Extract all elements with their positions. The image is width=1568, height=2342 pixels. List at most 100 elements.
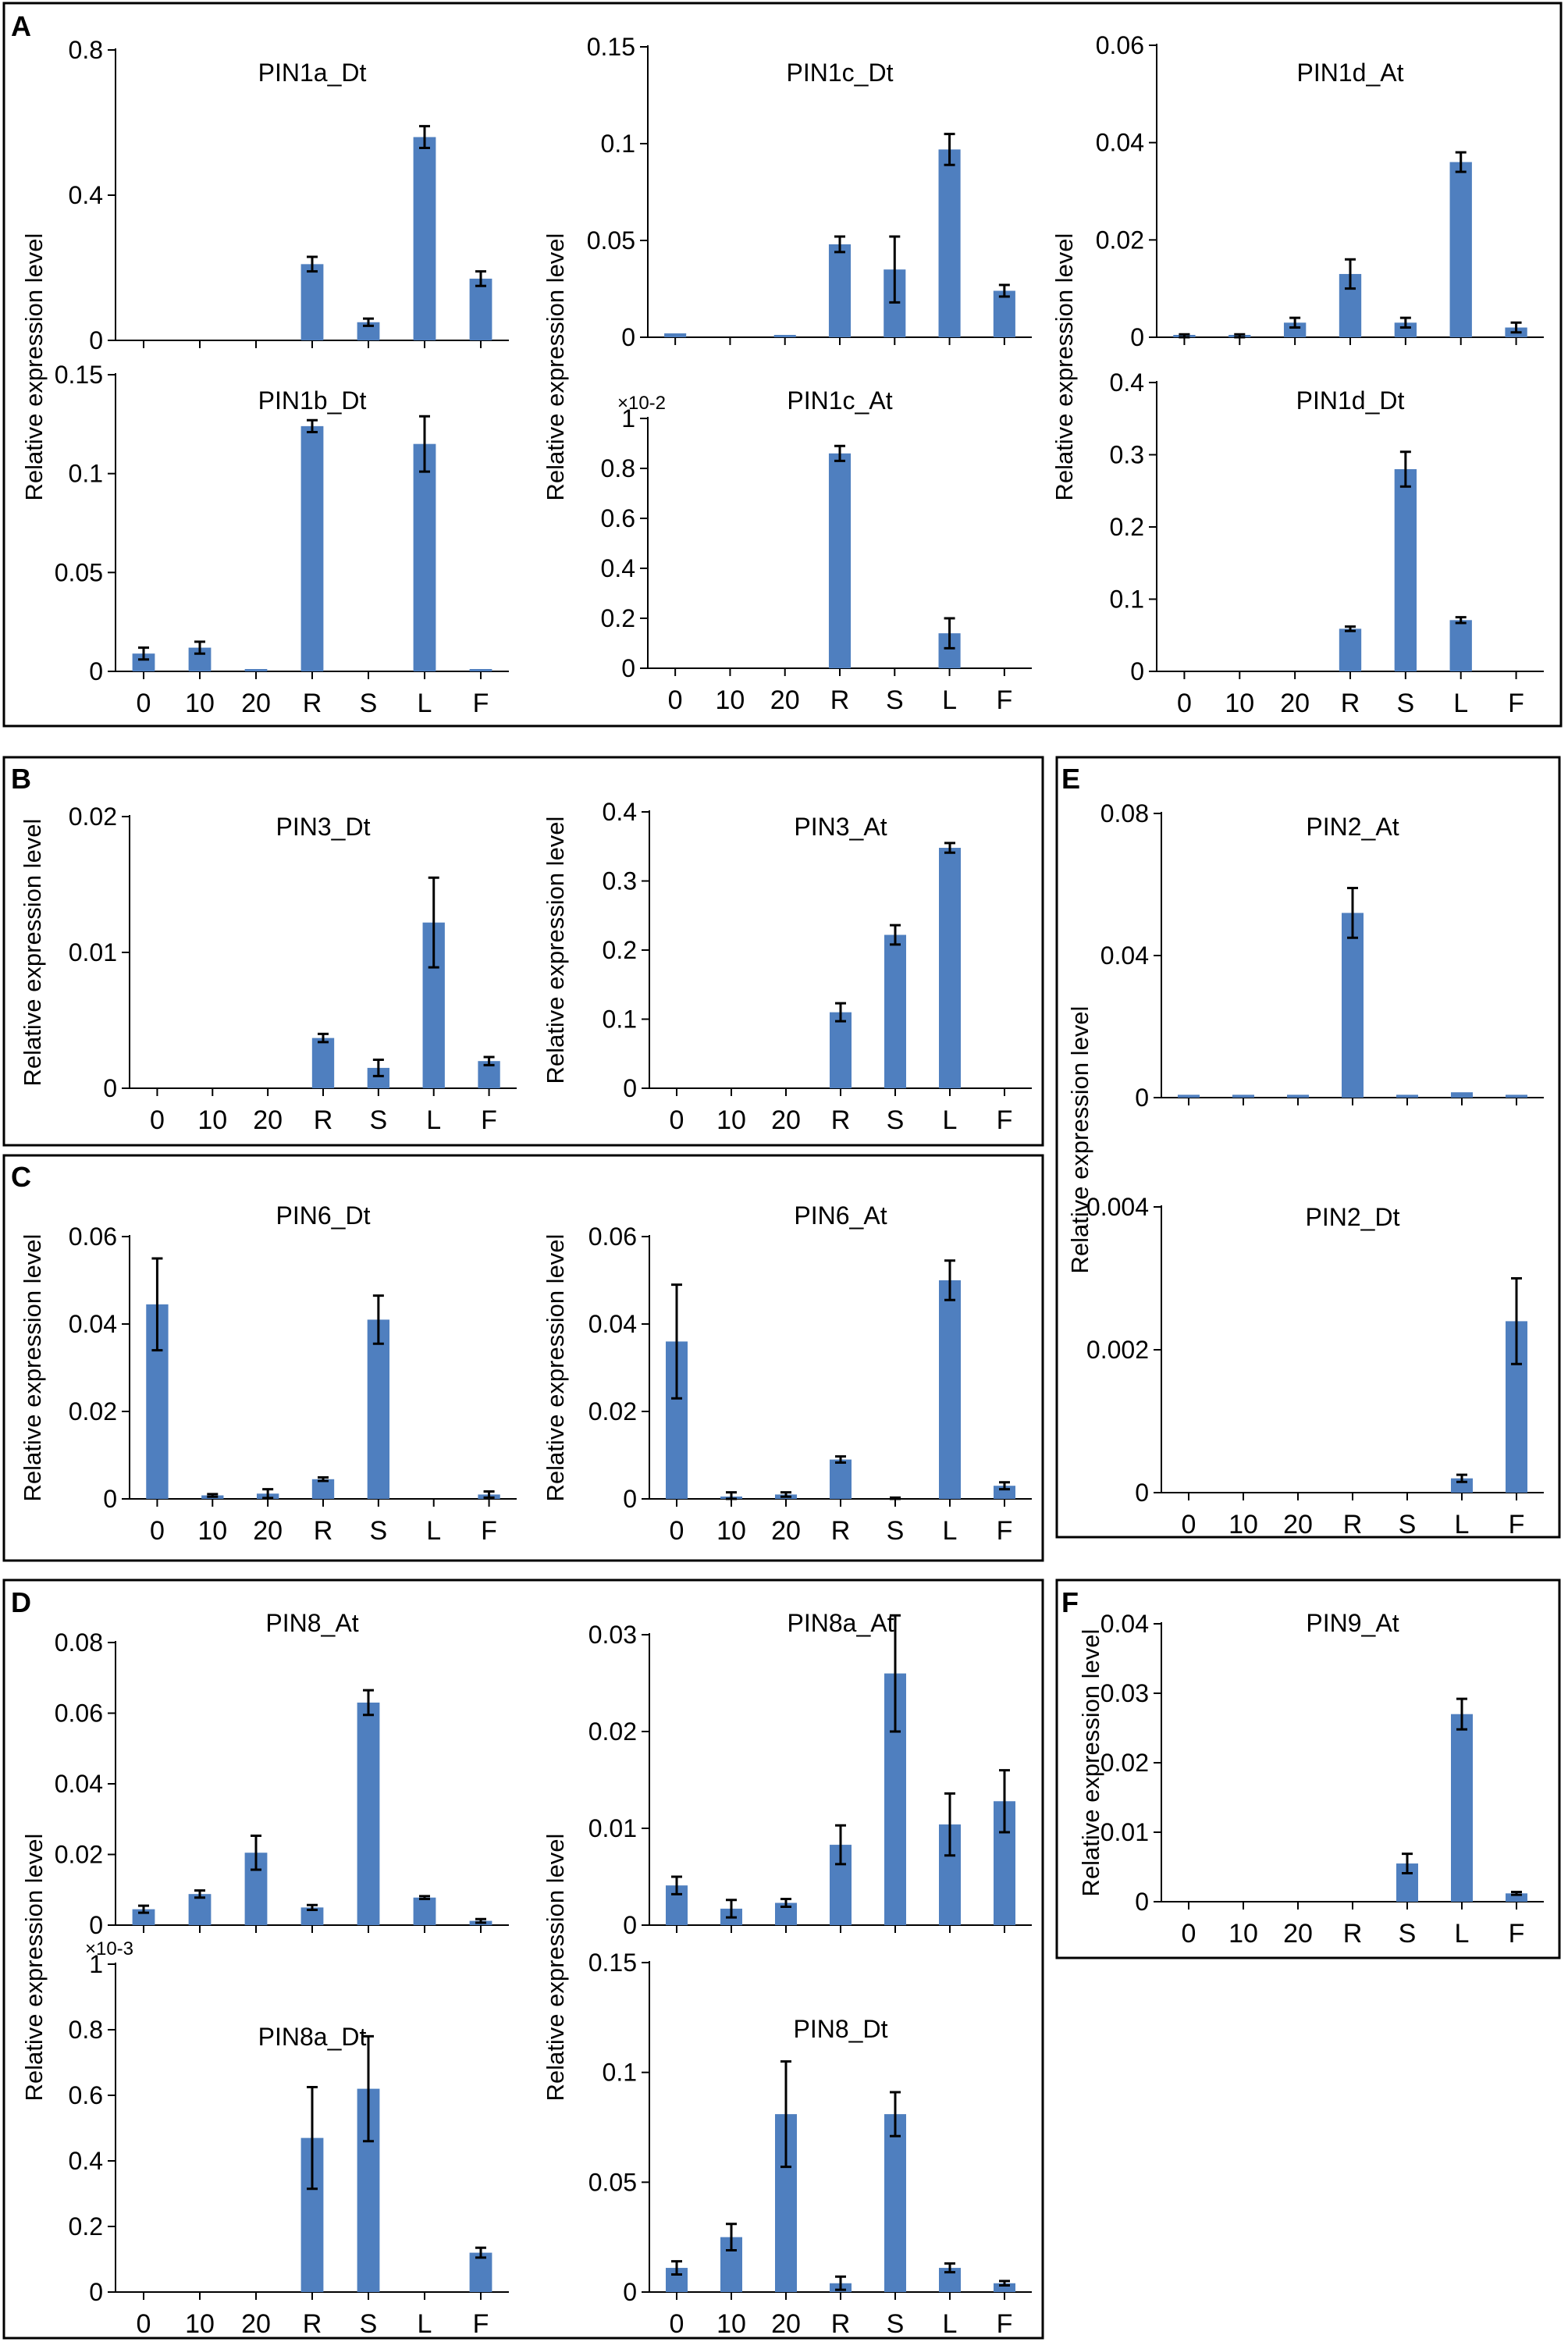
pin9-at-bar-l: [1451, 1714, 1473, 1902]
panel-e-ylabel: Relative expression level: [1066, 1006, 1093, 1274]
pin3-dt-xtick-label: 0: [150, 1105, 165, 1135]
pin6-dt-error-bar-s: [372, 1294, 384, 1345]
pin1d-dt-bar-l: [1449, 620, 1472, 671]
chart-pin2-dt: 0 0.002 0.004 PIN2_Dt 0 10 20 R S L F: [1086, 1193, 1544, 1539]
pin1a-dt-ytick-label: 0.4: [69, 181, 103, 209]
pin1c-at-ytick-label: 0.4: [601, 554, 635, 582]
pin6-dt-ylabel: Relative expression level: [19, 1234, 46, 1502]
pin1d-at-bar-20: [1283, 322, 1307, 337]
pin3-at-error-bar-r: [835, 1002, 846, 1023]
pin9-at-xtick-label: S: [1399, 1919, 1417, 1949]
pin1d-at-error-bar-l: [1455, 151, 1467, 173]
pin3-at-xtick-label: 10: [716, 1105, 746, 1135]
chart-pin1b-dt: 0 0.05 0.1 0.15 PIN1b_Dt 0 10 20 R S L F: [55, 361, 509, 718]
pin8a-dt-ytick-label: 0.8: [69, 2016, 103, 2044]
pin8-at-bar-0: [132, 1909, 155, 1925]
pin3-dt-error-bar-f: [483, 1055, 495, 1066]
pin8-at-error-bar-0: [138, 1904, 149, 1914]
pin6-dt-error-bar-r: [318, 1476, 329, 1482]
pin2-at-ytick-label: 0.08: [1100, 799, 1149, 828]
pin6-at-error-bar-20: [780, 1491, 791, 1498]
pin6-dt-xtick-label: 0: [150, 1516, 165, 1546]
pin8a-dt-xtick-label: R: [303, 2309, 322, 2339]
pin9-at-xtick-label: L: [1455, 1919, 1470, 1949]
pin8-dt-error-bar-10: [726, 2223, 737, 2252]
pin8-at-ytick-label: 0.06: [55, 1700, 103, 1728]
pin1c-at-ytick-label: 0.8: [601, 454, 635, 482]
panel-a-col2-ylabel: Relative expression level: [542, 233, 569, 501]
pin1a-dt-bar-s: [357, 322, 380, 340]
pin6-at-xtick-label: L: [943, 1516, 958, 1546]
pin1c-dt-ytick-label: 0.15: [587, 33, 635, 61]
pin8-at-error-bar-f: [475, 1917, 486, 1924]
pin8-at-bar-l: [413, 1897, 436, 1925]
pin3-at-title: PIN3_At: [794, 813, 887, 841]
pin3-at-xtick-label: R: [831, 1105, 851, 1135]
pin3-at-bar-r: [830, 1012, 852, 1088]
pin8a-dt-ytick-label: 0.2: [69, 2212, 103, 2241]
pin3-dt-error-bar-s: [372, 1058, 384, 1077]
pin1c-at-error-bar-l: [944, 617, 955, 650]
pin6-dt-error-bar-20: [262, 1488, 274, 1500]
pin1a-dt-bar-f: [469, 278, 492, 340]
pin8a-dt-ytick-label: 1: [89, 1950, 103, 1978]
panel-label-b: B: [11, 763, 31, 795]
pin6-at-xtick-label: 10: [716, 1516, 746, 1546]
pin6-dt-bar-s: [367, 1319, 390, 1499]
pin1d-dt-xtick-label: R: [1341, 689, 1360, 718]
pin6-at-error-bar-f: [999, 1481, 1010, 1491]
pin1d-dt-ytick-label: 0.3: [1110, 441, 1144, 469]
pin2-at-title: PIN2_At: [1306, 813, 1399, 841]
pin1c-dt-bar-20: [773, 335, 796, 337]
pin8-dt-error-bar-0: [671, 2260, 682, 2276]
pin8a-dt-xtick-label: 20: [241, 2309, 271, 2339]
pin2-at-ytick-label: 0: [1135, 1084, 1149, 1112]
pin1b-dt-ytick-label: 0.1: [69, 460, 103, 488]
pin1c-at-error-bar-r: [834, 444, 845, 462]
pin3-dt-ylabel: Relative expression level: [19, 819, 46, 1087]
panel-e-frame: [1055, 756, 1561, 1539]
pin8-dt-error-bar-r: [835, 2275, 846, 2291]
pin9-at-error-bar-f: [1511, 1891, 1522, 1896]
chart-pin3-at: 0 0.1 0.2 0.3 0.4 PIN3_At Relative expression …: [542, 798, 1032, 1135]
pin3-dt-ytick-label: 0.02: [69, 803, 117, 831]
pin3-dt-xtick-label: 10: [197, 1105, 227, 1135]
pin8-dt-ytick-label: 0.15: [588, 1949, 637, 1977]
pin8a-dt-bar-f: [469, 2252, 492, 2292]
pin6-dt-ytick-label: 0.06: [69, 1223, 117, 1251]
pin6-at-error-bar-10: [726, 1491, 737, 1500]
pin8-dt-ytick-label: 0.05: [588, 2168, 637, 2196]
chart-pin9-at: 0 0.01 0.02 0.03 0.04 PIN9_At Relative express…: [1077, 1609, 1544, 1949]
pin9-at-bar-f: [1506, 1893, 1527, 1902]
chart-pin6-at: 0 0.02 0.04 0.06 PIN6_At Relative expression …: [542, 1201, 1032, 1546]
panel-label-d: D: [11, 1586, 31, 1618]
pin2-at-bar-0: [1178, 1094, 1200, 1098]
pin1c-at-ytick-label: 0: [621, 654, 635, 682]
pin1b-dt-xtick-label: 0: [137, 689, 151, 718]
pin1c-dt-error-bar-s: [889, 235, 901, 304]
pin1c-dt-error-bar-r: [834, 235, 845, 254]
pin8-at-ytick-label: 0: [89, 1911, 103, 1939]
panel-label-c: C: [11, 1161, 31, 1193]
pin1c-at-xtick-label: L: [942, 685, 957, 715]
pin8a-at-error-bar-10: [726, 1899, 737, 1919]
pin1d-at-ytick-label: 0: [1130, 323, 1144, 351]
pin1a-dt-bar-l: [413, 137, 436, 340]
pin3-at-xtick-label: 20: [771, 1105, 801, 1135]
panel-label-f: F: [1061, 1586, 1079, 1618]
pin9-at-xtick-label: F: [1509, 1919, 1525, 1949]
pin1c-dt-ytick-label: 0.05: [587, 226, 635, 254]
pin3-dt-error-bar-r: [318, 1032, 329, 1044]
chart-pin1a-dt: 0 0.4 0.8 PIN1a_Dt: [69, 36, 509, 354]
pin6-dt-error-bar-0: [151, 1257, 163, 1352]
pin1c-at-ytick-label: 0.6: [601, 504, 635, 532]
pin8-at-ytick-label: 0.04: [55, 1770, 103, 1798]
pin8-dt-xtick-label: R: [831, 2309, 851, 2339]
pin6-dt-ytick-label: 0.04: [69, 1310, 117, 1338]
pin1c-at-ytick-label: 0.2: [601, 604, 635, 632]
pin3-at-xtick-label: F: [997, 1105, 1013, 1135]
pin1d-dt-bar-s: [1394, 469, 1417, 671]
pin8a-at-ytick-label: 0: [623, 1911, 637, 1939]
pin6-at-xtick-label: F: [997, 1516, 1013, 1546]
pin8a-at-ytick-label: 0.01: [588, 1814, 637, 1842]
